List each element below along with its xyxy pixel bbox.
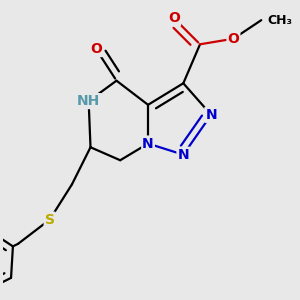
Text: N: N [205, 108, 217, 122]
Text: O: O [90, 42, 102, 56]
Text: O: O [227, 32, 239, 46]
Text: N: N [178, 148, 189, 162]
Text: N: N [142, 136, 154, 151]
Text: S: S [45, 213, 55, 226]
Text: NH: NH [77, 94, 100, 108]
Text: CH₃: CH₃ [268, 14, 293, 27]
Text: O: O [168, 11, 180, 25]
